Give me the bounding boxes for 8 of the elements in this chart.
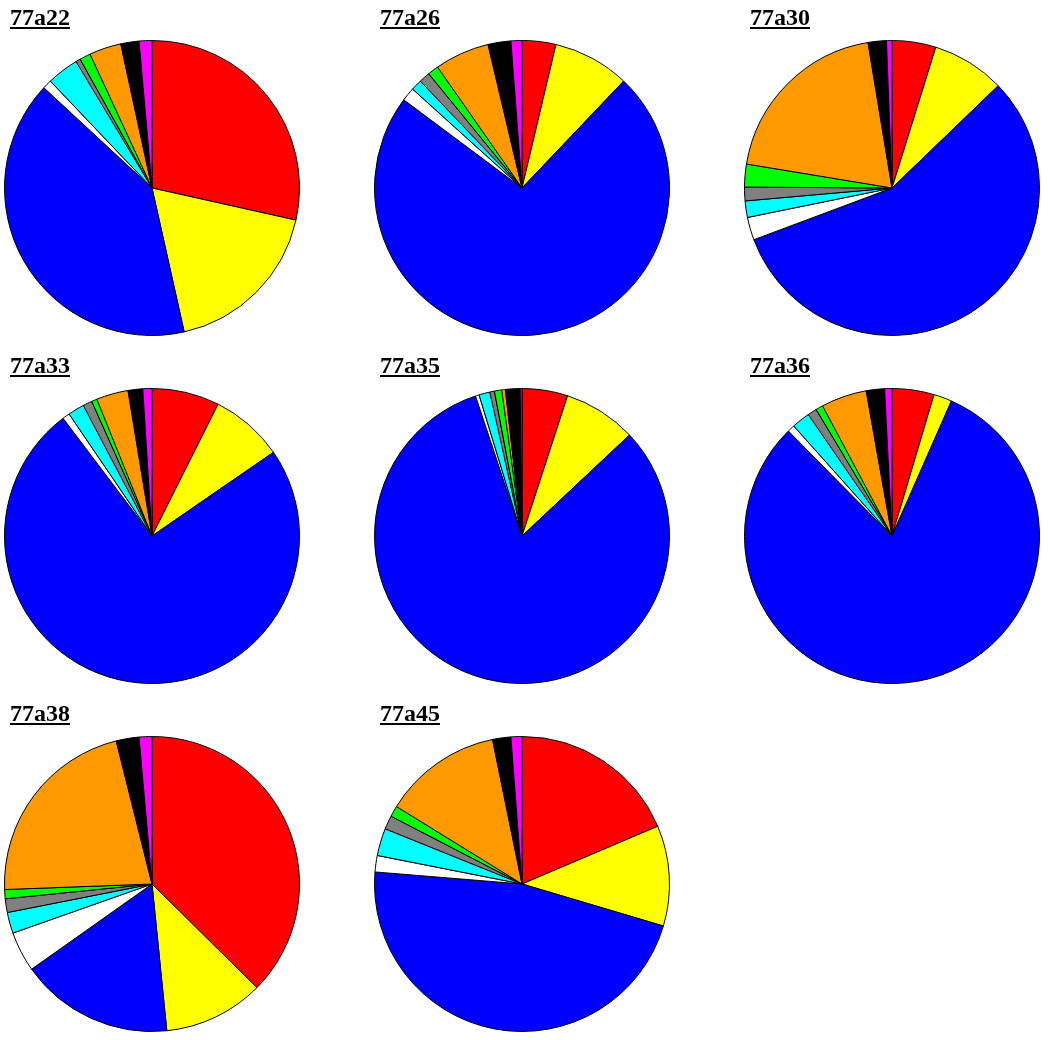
chart-title: 77a38 xyxy=(10,700,70,727)
chart-title: 77a45 xyxy=(380,700,440,727)
chart-title: 77a26 xyxy=(380,4,440,31)
chart-title: 77a22 xyxy=(10,4,70,31)
chart-title: 77a35 xyxy=(380,352,440,379)
chart-title: 77a36 xyxy=(750,352,810,379)
chart-title: 77a30 xyxy=(750,4,810,31)
chart-title: 77a33 xyxy=(10,352,70,379)
